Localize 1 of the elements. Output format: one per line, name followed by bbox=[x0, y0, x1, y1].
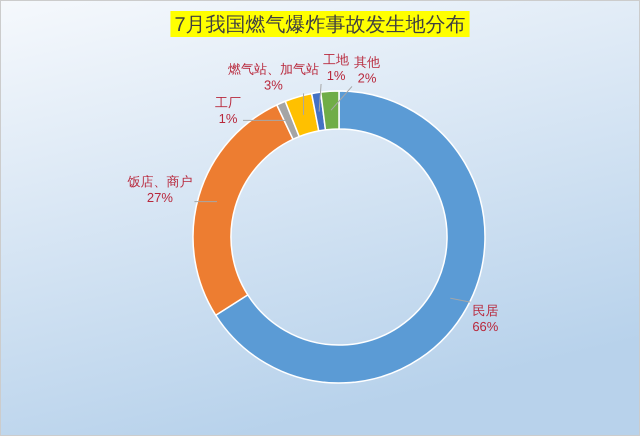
title: 7月我国燃气爆炸事故发生地分布 bbox=[174, 14, 466, 36]
